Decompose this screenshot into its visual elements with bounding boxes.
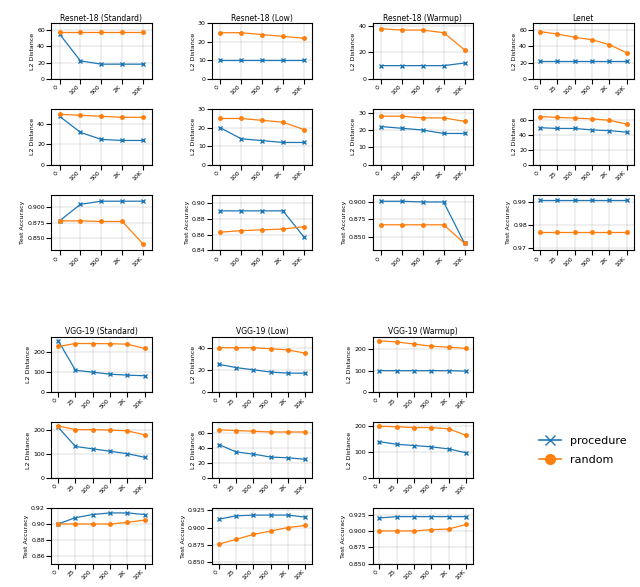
Y-axis label: Test Accuracy: Test Accuracy [20,201,25,244]
Y-axis label: L2 Distance: L2 Distance [351,33,356,70]
Y-axis label: L2 Distance: L2 Distance [512,33,517,70]
Y-axis label: L2 Distance: L2 Distance [191,346,196,383]
Title: VGG-19 (Low): VGG-19 (Low) [236,327,289,336]
Y-axis label: L2 Distance: L2 Distance [191,33,196,70]
Title: Resnet-18 (Low): Resnet-18 (Low) [231,14,293,23]
Y-axis label: L2 Distance: L2 Distance [30,119,35,156]
Y-axis label: L2 Distance: L2 Distance [348,431,353,468]
Title: VGG-19 (Standard): VGG-19 (Standard) [65,327,138,336]
Y-axis label: Test Accuracy: Test Accuracy [185,201,190,244]
Y-axis label: L2 Distance: L2 Distance [512,119,517,156]
Y-axis label: L2 Distance: L2 Distance [30,33,35,70]
Legend: procedure, random: procedure, random [539,436,627,464]
Title: Resnet-18 (Warmup): Resnet-18 (Warmup) [383,14,462,23]
Title: Resnet-18 (Standard): Resnet-18 (Standard) [60,14,143,23]
Y-axis label: Test Accuracy: Test Accuracy [342,514,346,558]
Y-axis label: L2 Distance: L2 Distance [191,431,196,468]
Y-axis label: L2 Distance: L2 Distance [348,346,353,383]
Y-axis label: L2 Distance: L2 Distance [191,119,196,156]
Y-axis label: Test Accuracy: Test Accuracy [24,514,29,558]
Y-axis label: L2 Distance: L2 Distance [351,119,356,156]
Title: Lenet: Lenet [573,14,594,23]
Y-axis label: Test Accuracy: Test Accuracy [342,201,347,244]
Y-axis label: L2 Distance: L2 Distance [26,346,31,383]
Y-axis label: Test Accuracy: Test Accuracy [180,514,186,558]
Y-axis label: Test Accuracy: Test Accuracy [506,201,511,244]
Y-axis label: L2 Distance: L2 Distance [26,431,31,468]
Title: VGG-19 (Warmup): VGG-19 (Warmup) [388,327,458,336]
